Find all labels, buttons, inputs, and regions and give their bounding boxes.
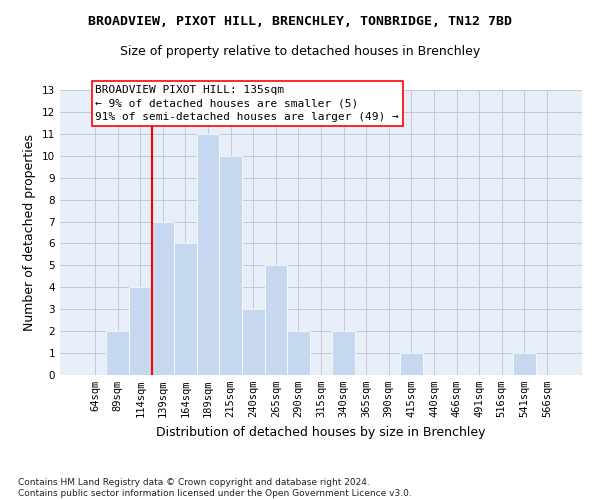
Bar (242, 309, 265, 375)
Bar (152, 222, 174, 375)
Bar (287, 331, 310, 375)
Y-axis label: Number of detached properties: Number of detached properties (23, 134, 37, 331)
Bar (220, 156, 242, 375)
Bar (513, 353, 536, 375)
Text: BROADVIEW, PIXOT HILL, BRENCHLEY, TONBRIDGE, TN12 7BD: BROADVIEW, PIXOT HILL, BRENCHLEY, TONBRI… (88, 15, 512, 28)
Text: Size of property relative to detached houses in Brenchley: Size of property relative to detached ho… (120, 45, 480, 58)
Bar (174, 244, 197, 375)
X-axis label: Distribution of detached houses by size in Brenchley: Distribution of detached houses by size … (156, 426, 486, 438)
Bar (106, 331, 129, 375)
Bar (265, 266, 287, 375)
Text: BROADVIEW PIXOT HILL: 135sqm
← 9% of detached houses are smaller (5)
91% of semi: BROADVIEW PIXOT HILL: 135sqm ← 9% of det… (95, 86, 399, 122)
Bar (400, 353, 422, 375)
Bar (197, 134, 220, 375)
Text: Contains HM Land Registry data © Crown copyright and database right 2024.
Contai: Contains HM Land Registry data © Crown c… (18, 478, 412, 498)
Bar (129, 288, 152, 375)
Bar (332, 331, 355, 375)
